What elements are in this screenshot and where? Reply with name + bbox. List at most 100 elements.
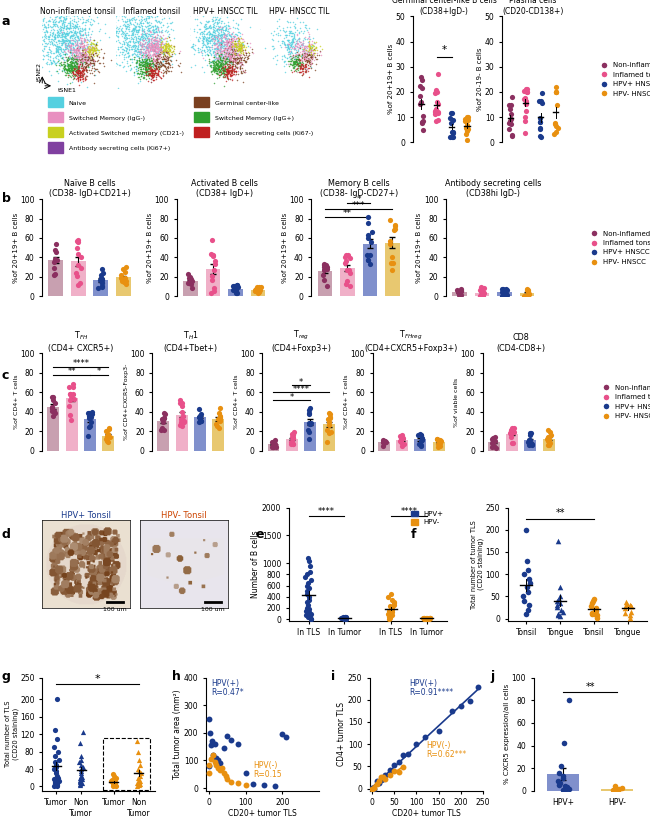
Point (188, 40, 198, 53)
Point (227, 60, 237, 73)
Point (86, 27, 97, 40)
Point (179, 35, 189, 48)
Point (57, 36, 68, 49)
Point (127, 26, 138, 39)
Point (80, 58, 90, 71)
Point (300, 53, 310, 66)
Point (222, 72, 233, 85)
Point (288, 16, 298, 29)
Point (162, 44, 173, 57)
Point (216, 67, 227, 81)
Point (219, 19, 229, 32)
Point (72, 58, 82, 71)
Point (222, 68, 233, 81)
Point (233, 57, 243, 70)
Point (204, 713, 214, 726)
Point (221, 41, 231, 54)
Point (58, 15, 69, 28)
Point (144, 27, 155, 40)
Point (213, 52, 223, 65)
Point (61, 64, 72, 77)
Point (47, 36, 57, 49)
Point (67, 68, 77, 81)
Point (214, 48, 224, 62)
Point (302, 32, 312, 45)
Point (154, 25, 164, 39)
Point (46, 56, 57, 69)
Point (140, 44, 151, 57)
Point (202, 35, 213, 48)
Bar (183, 281, 198, 297)
Point (213, 35, 223, 48)
Point (220, 29, 231, 42)
Point (304, 40, 315, 53)
Point (85, 19, 96, 32)
Point (83, 53, 93, 66)
Point (279, 37, 289, 50)
Point (148, 59, 158, 72)
Point (153, 65, 163, 78)
Point (73, 74, 84, 87)
Point (81, 81, 92, 94)
Point (99, 64, 110, 77)
Point (282, 37, 293, 50)
Point (66, 52, 77, 65)
Point (213, 48, 224, 62)
Point (117, 39, 127, 52)
Point (295, 49, 306, 62)
Point (285, 35, 296, 48)
Point (139, 63, 150, 76)
Point (140, 52, 150, 65)
Point (150, 43, 160, 56)
Point (85, 53, 96, 67)
Point (124, 44, 134, 57)
Point (81, 16, 91, 29)
Point (222, 35, 233, 48)
Point (138, 27, 149, 40)
Point (297, 39, 307, 52)
Point (27, 19, 38, 32)
Point (156, 25, 166, 39)
Point (146, 69, 157, 82)
Point (486, 440, 497, 453)
Point (102, 431, 112, 444)
Point (134, 44, 144, 58)
Point (244, 46, 255, 59)
Point (199, 19, 209, 32)
Point (289, 40, 299, 53)
Point (385, 237, 395, 250)
Point (134, 45, 144, 58)
Point (324, 427, 335, 440)
Point (150, 65, 160, 78)
Point (210, 46, 220, 59)
Point (157, 57, 167, 70)
Text: 100 um: 100 um (103, 607, 127, 612)
Point (277, 49, 287, 62)
Point (228, 67, 239, 80)
Point (448, 130, 458, 143)
Point (67, 55, 77, 68)
Text: HPV(-): HPV(-) (254, 761, 278, 770)
Point (507, 422, 517, 435)
Point (220, 38, 231, 51)
Point (83, 28, 93, 41)
Point (224, 39, 234, 52)
Point (64, 22, 74, 35)
Point (124, 42, 135, 55)
Point (225, 67, 235, 81)
Point (81, 68, 91, 81)
Point (131, 56, 142, 69)
Point (145, 57, 155, 70)
Point (209, 54, 220, 67)
Point (301, 44, 311, 57)
Point (219, 71, 229, 84)
Point (44, 64, 55, 77)
Point (184, 22, 194, 35)
Point (219, 35, 229, 48)
Point (162, 92, 173, 105)
Point (213, 25, 223, 39)
Point (293, 38, 304, 51)
Point (378, 771, 389, 784)
Point (152, 43, 162, 56)
Point (68, 388, 78, 401)
